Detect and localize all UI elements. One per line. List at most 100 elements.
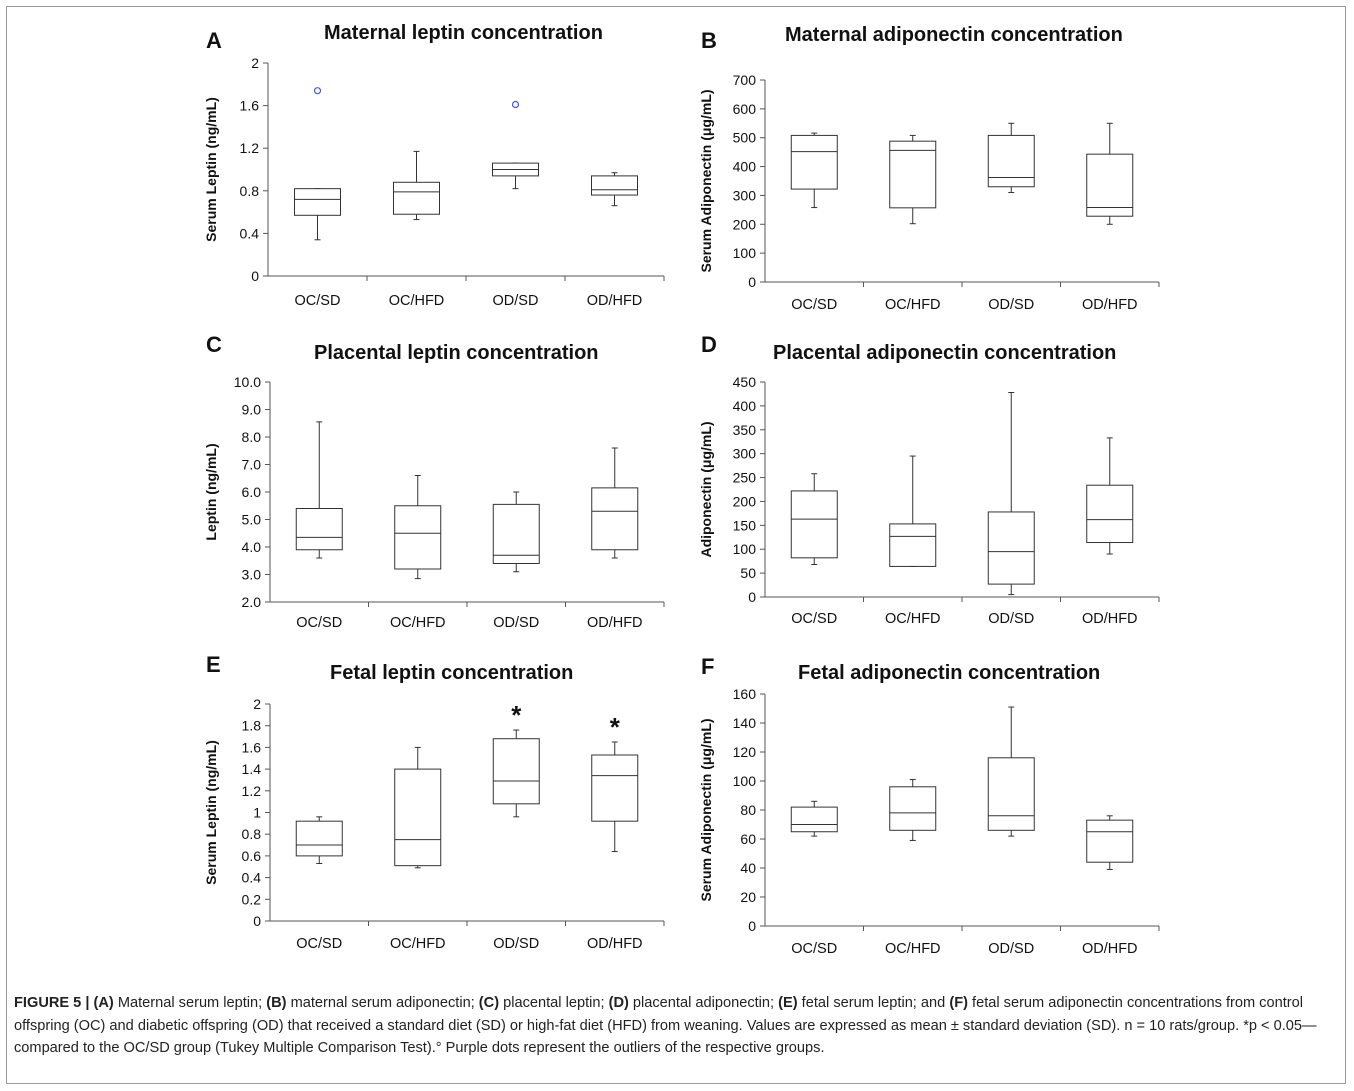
figure-label: FIGURE 5 | <box>14 995 90 1011</box>
x-tick-label: OD/SD <box>493 936 539 952</box>
caption-ref: (D) <box>608 995 629 1011</box>
y-tick-label: 700 <box>733 72 757 88</box>
chart-title: Fetal leptin concentration <box>330 662 574 684</box>
box-oc-sd <box>295 816 343 864</box>
y-tick-label: 1.2 <box>242 783 262 799</box>
box-iqr <box>295 820 343 857</box>
figure-frame <box>6 6 1346 1084</box>
y-tick-label: 80 <box>740 802 756 818</box>
y-tick-label: 450 <box>733 374 757 390</box>
box-od-hfd <box>591 172 638 207</box>
box-iqr <box>889 140 937 209</box>
x-tick-label: OD/SD <box>493 293 539 309</box>
x-tick-label: OD/SD <box>988 611 1034 627</box>
y-tick-label: 500 <box>733 130 757 146</box>
caption-ref: (C) <box>478 995 500 1011</box>
caption-body: (A) Maternal serum leptin; (B) maternal … <box>14 995 1317 1056</box>
figure-caption: FIGURE 5 | (A) Maternal serum leptin; (B… <box>14 992 1338 1060</box>
x-tick-label: OC/SD <box>296 936 342 952</box>
panel-letter: D <box>701 332 717 357</box>
y-tick-label: 0 <box>748 589 756 605</box>
box-od-hfd: * <box>591 712 639 853</box>
box-iqr <box>394 768 442 867</box>
chart-title: Maternal adiponectin concentration <box>785 24 1123 46</box>
panel-a: A Maternal leptin concentration 0 0.4 0.8 1… <box>200 18 670 318</box>
box-oc-sd <box>295 421 343 559</box>
box-iqr <box>1086 153 1134 217</box>
panel-letter: C <box>206 332 222 357</box>
y-tick-label: 5.0 <box>242 512 262 528</box>
box-oc-hfd <box>889 134 937 225</box>
x-tick-label: OC/HFD <box>885 941 941 957</box>
significance-star: * <box>610 712 621 742</box>
box-oc-sd <box>790 473 838 566</box>
box-plot: 0 50 100 150 200 250 300 350 400 450 Adiponectin (… <box>698 374 1160 627</box>
y-axis-title: Adiponectin (μg/mL) <box>698 421 714 557</box>
y-tick-label: 1.8 <box>242 718 262 734</box>
box-od-sd <box>492 491 540 573</box>
x-tick-label: OC/SD <box>791 941 837 957</box>
y-tick-label: 2 <box>251 55 259 71</box>
box-iqr <box>889 523 937 567</box>
x-tick-label: OC/SD <box>791 297 837 313</box>
y-tick-label: 1 <box>253 805 261 821</box>
y-tick-label: 1.2 <box>240 140 260 156</box>
y-tick-label: 7.0 <box>242 457 262 473</box>
caption-text: fetal serum leptin; and <box>797 995 950 1011</box>
box-od-hfd <box>1086 437 1134 555</box>
box-oc-sd <box>294 87 341 241</box>
x-tick-label: OC/HFD <box>885 611 941 627</box>
y-tick-label: 1.4 <box>242 761 262 777</box>
outlier-point <box>511 100 520 109</box>
y-tick-label: 10.0 <box>234 374 261 390</box>
y-tick-label: 2 <box>253 696 261 712</box>
y-tick-label: 1.6 <box>240 98 260 114</box>
caption-text: placental adiponectin; <box>628 995 779 1011</box>
x-tick-label: OC/SD <box>295 293 341 309</box>
box-plot: 0 0.2 0.4 0.6 0.8 1 1.2 1.4 1.6 1.8 2 Serum Leptin … <box>203 696 665 952</box>
y-tick-label: 0.8 <box>240 183 260 199</box>
box-oc-hfd <box>889 779 937 841</box>
box-od-hfd <box>1086 122 1134 225</box>
panel-letter: B <box>701 28 717 53</box>
box-oc-sd <box>790 132 838 209</box>
box-plot: 0 0.4 0.8 1.2 1.6 2 Serum Leptin (ng/mL) OC/SD O… <box>203 55 665 309</box>
y-tick-label: 100 <box>733 245 757 261</box>
y-tick-label: 0.2 <box>242 891 262 907</box>
y-axis-title: Leptin (ng/mL) <box>203 443 219 540</box>
x-tick-label: OC/SD <box>791 611 837 627</box>
box-iqr <box>889 786 937 831</box>
x-tick-label: OC/HFD <box>885 297 941 313</box>
y-tick-label: 100 <box>733 773 757 789</box>
y-tick-label: 120 <box>733 744 757 760</box>
y-tick-label: 4.0 <box>242 539 262 555</box>
box-plot: 2.0 3.0 4.0 5.0 6.0 7.0 8.0 9.0 10.0 Leptin (ng/m… <box>203 374 665 631</box>
box-iqr <box>1086 484 1134 544</box>
caption-ref: (B) <box>266 995 287 1011</box>
y-tick-label: 0 <box>251 268 259 284</box>
box-oc-hfd <box>394 475 442 580</box>
y-tick-label: 200 <box>733 493 757 509</box>
box-od-sd: * <box>492 700 540 818</box>
y-axis-title: Serum Leptin (ng/mL) <box>203 97 219 242</box>
y-tick-label: 0 <box>748 274 756 290</box>
x-tick-label: OD/HFD <box>587 936 643 952</box>
box-iqr <box>790 134 838 190</box>
box-iqr <box>591 487 639 551</box>
x-tick-label: OC/HFD <box>389 293 445 309</box>
box-oc-hfd <box>889 455 937 567</box>
box-od-sd <box>987 392 1035 596</box>
box-iqr <box>591 175 638 196</box>
box-iqr <box>790 806 838 833</box>
panel-e: E Fetal leptin concentration 0 0.2 0.4 0.6 0… <box>200 652 670 967</box>
box-oc-hfd <box>393 150 440 221</box>
box-od-sd <box>987 706 1035 837</box>
x-tick-label: OD/SD <box>988 297 1034 313</box>
box-oc-sd <box>790 800 838 837</box>
box-iqr <box>790 490 838 559</box>
y-tick-label: 150 <box>733 517 757 533</box>
y-tick-label: 9.0 <box>242 402 262 418</box>
x-tick-label: OD/HFD <box>1082 611 1138 627</box>
x-tick-label: OC/SD <box>296 615 342 631</box>
y-axis-title: Serum Adiponectin (μg/mL) <box>698 89 714 272</box>
